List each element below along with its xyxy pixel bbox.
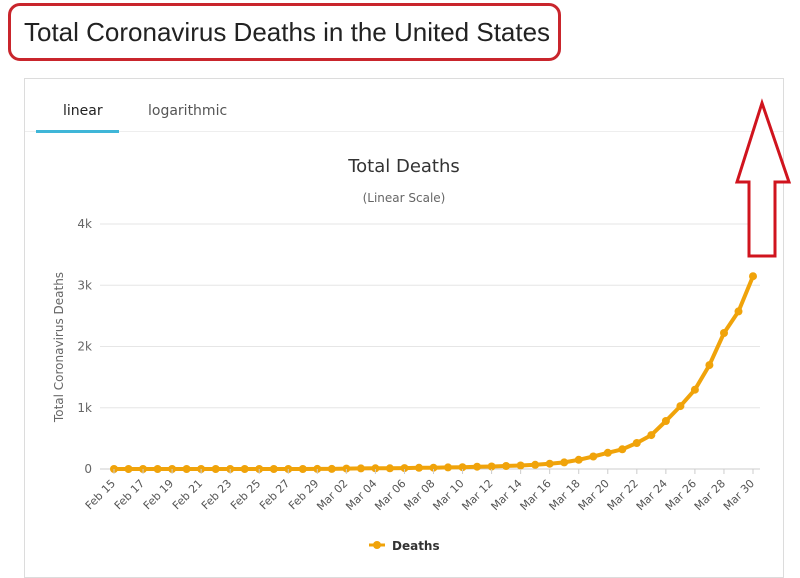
- data-point: [516, 461, 525, 470]
- data-point: [574, 455, 583, 464]
- data-point: [647, 431, 656, 440]
- x-tick-label: Feb 17: [112, 477, 147, 512]
- data-point: [371, 464, 380, 473]
- data-point: [458, 463, 467, 472]
- x-tick-label: Mar 10: [430, 477, 466, 513]
- y-tick-label: 1k: [77, 401, 92, 415]
- data-point: [385, 464, 394, 473]
- data-point: [720, 329, 728, 337]
- legend-label-deaths: Deaths: [392, 539, 440, 553]
- data-point: [298, 465, 307, 473]
- x-tick-label: Mar 06: [372, 477, 408, 513]
- data-point: [705, 361, 714, 370]
- x-tick-label: Feb 27: [257, 477, 292, 512]
- x-tick-label: Mar 28: [692, 477, 728, 513]
- data-point: [356, 464, 365, 473]
- data-point: [327, 464, 336, 473]
- scale-tabs: linear logarithmic: [25, 79, 783, 133]
- data-point: [749, 272, 757, 281]
- x-tick-label: Feb 23: [199, 477, 234, 512]
- y-tick-label: 0: [84, 462, 92, 476]
- data-point: [589, 452, 598, 461]
- x-tick-label: Mar 18: [547, 477, 583, 513]
- tab-logarithmic[interactable]: logarithmic: [148, 103, 228, 119]
- data-point: [269, 465, 278, 473]
- up-arrow-icon: [734, 98, 792, 258]
- x-tick-label: Mar 12: [459, 477, 495, 513]
- data-point: [124, 465, 133, 473]
- y-tick-label: 3k: [77, 278, 92, 292]
- data-point: [429, 463, 438, 472]
- data-point: [545, 459, 554, 468]
- data-point: [632, 439, 641, 447]
- legend-swatch-marker: [373, 541, 381, 549]
- x-tick-label: Mar 22: [605, 477, 641, 513]
- y-tick-label: 2k: [77, 340, 92, 354]
- data-point: [487, 462, 496, 471]
- x-tick-label: Feb 19: [141, 477, 176, 512]
- data-point: [342, 464, 351, 473]
- y-tick-label: 4k: [77, 217, 92, 231]
- data-point: [560, 458, 569, 467]
- x-tick-label: Mar 08: [401, 477, 437, 513]
- data-point: [734, 307, 743, 316]
- data-point: [182, 465, 191, 473]
- data-point: [240, 465, 249, 473]
- chart-subtitle: (Linear Scale): [363, 191, 446, 205]
- data-point: [531, 460, 540, 469]
- data-point: [473, 462, 482, 471]
- x-tick-label: Mar 02: [314, 477, 350, 513]
- active-tab-indicator: [36, 130, 119, 133]
- tab-linear[interactable]: linear: [63, 103, 103, 119]
- data-point: [444, 463, 452, 472]
- series-line-deaths: [112, 274, 755, 471]
- data-point: [400, 464, 409, 473]
- x-tick-label: Mar 16: [518, 477, 554, 513]
- page-title: Total Coronavirus Deaths in the United S…: [8, 3, 561, 61]
- x-tick-label: Mar 20: [576, 477, 612, 513]
- x-tick-label: Mar 14: [489, 477, 525, 513]
- data-point: [415, 463, 423, 472]
- legend[interactable]: Deaths: [369, 539, 440, 553]
- y-axis-label: Total Coronavirus Deaths: [52, 272, 66, 423]
- data-point: [502, 462, 511, 470]
- x-tick-label: Mar 30: [721, 477, 757, 513]
- x-tick-label: Feb 21: [170, 477, 205, 512]
- x-tick-label: Feb 15: [83, 477, 118, 512]
- x-tick-label: Mar 04: [343, 477, 379, 513]
- x-tick-label: Mar 24: [634, 477, 670, 513]
- x-tick-label: Mar 26: [663, 477, 699, 513]
- data-point: [676, 402, 685, 411]
- data-point: [313, 464, 322, 473]
- data-point: [603, 448, 612, 457]
- data-point: [618, 445, 627, 454]
- data-point: [661, 417, 670, 425]
- data-point: [690, 385, 699, 394]
- chart-title: Total Deaths: [347, 156, 460, 177]
- data-point: [153, 465, 162, 473]
- chart-panel: linear logarithmic: [24, 78, 784, 578]
- x-tick-label: Feb 25: [228, 477, 263, 512]
- data-point: [211, 465, 220, 473]
